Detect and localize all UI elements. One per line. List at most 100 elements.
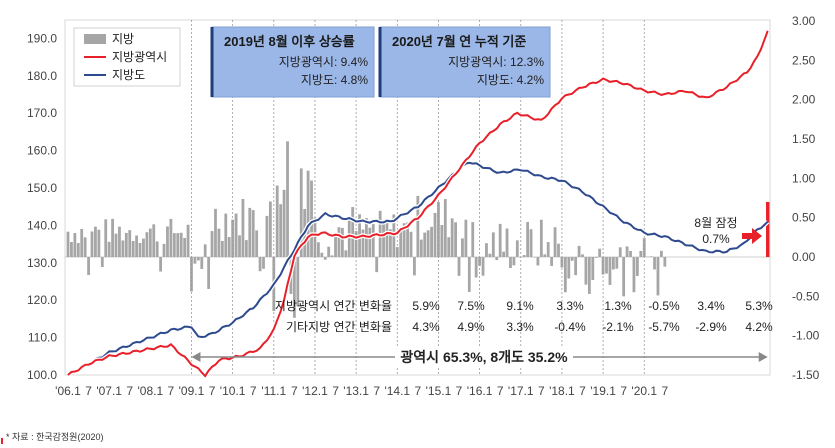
bar [522,255,526,257]
table-row2-cell: 4.2% [745,320,773,334]
bar [306,170,310,257]
right-axis-tick: 1.50 [792,132,816,146]
bar [207,257,211,289]
bar [402,223,406,257]
bar [118,226,121,257]
table-row2-cell: 4.3% [412,320,440,334]
latest-bar [766,201,770,257]
bar [152,224,156,257]
x-axis-tick: 7 [579,384,586,398]
table-row1-cell: 5.9% [412,299,440,313]
x-axis-tick: '08.1 [137,384,163,398]
bar [515,240,519,257]
x-axis-tick: '13.1 [343,384,369,398]
bar [200,257,204,269]
x-axis-tick: '12.1 [302,384,328,398]
bar [430,226,433,257]
bar [268,201,272,257]
bar [642,238,646,257]
x-axis-tick: '18.1 [549,384,575,398]
table-row2-cell: 3.3% [506,320,534,334]
bar [334,232,337,257]
table-row2-cell: -0.4% [554,320,586,334]
bar [399,230,403,257]
bar [413,257,416,276]
right-axis-tick: -1.00 [792,329,820,343]
bar [131,240,135,257]
bar [560,257,564,268]
bar [546,242,550,257]
bar [368,227,372,257]
bar [382,223,385,257]
source-note: * 자료 : 한국감정원(2020) [6,432,104,442]
x-axis-tick: '19.1 [590,384,616,398]
bar [423,232,427,257]
x-axis-tick: '10.1 [220,384,246,398]
bar [238,235,241,257]
bar [656,257,660,296]
bar [574,257,578,276]
bar [292,257,296,318]
bar [457,257,461,276]
bar [491,232,495,257]
bar [90,231,94,257]
bar [385,219,389,257]
bar [179,232,183,257]
annotation-title: 2020년 7월 연 누적 기준 [392,34,526,49]
bar [104,219,108,257]
bar [217,228,221,257]
table-row2-cell: -2.9% [695,320,727,334]
corner-mark [1,438,3,444]
bar [148,228,152,257]
range-label: 광역시 65.3%, 8개도 35.2% [400,349,568,365]
bar [447,237,451,257]
bar [145,232,149,257]
latest-value: 0.7% [702,232,730,246]
bar [639,250,643,257]
bar [371,224,375,257]
bar [409,231,413,257]
bar [557,243,560,257]
bar [248,207,252,257]
bar [121,240,125,257]
bar [570,257,574,261]
bar [107,241,111,257]
bar [433,212,437,257]
bar [653,257,656,270]
x-axis-tick: 7 [456,384,463,398]
bar [361,229,365,257]
bar [70,242,73,257]
bar [83,237,87,257]
left-axis-tick: 100.0 [27,368,57,382]
bar [310,180,313,257]
bar [512,257,516,266]
x-axis-tick: 7 [85,384,92,398]
bar [193,257,197,264]
bar [406,222,409,257]
bar [227,237,231,257]
left-axis-tick: 190.0 [27,31,57,45]
table-row1-cell: 7.5% [457,299,485,313]
bar [440,225,444,257]
bar [162,243,166,257]
bar [316,242,320,257]
bar [282,189,286,257]
range-arrow-right [758,352,768,362]
bar [258,257,262,272]
bar [135,235,138,257]
x-axis-tick: 7 [291,384,298,398]
bar [461,238,464,257]
right-axis-tick: 0.50 [792,211,816,225]
table-row1-cell: 9.1% [506,299,534,313]
bar [502,251,506,257]
bar-series-jibang [66,141,770,318]
bar [111,218,114,257]
bar [416,195,420,257]
x-axis-tick: 7 [661,384,668,398]
bar [471,222,475,257]
bar [375,257,379,273]
bar [330,255,334,257]
x-axis-tick: 7 [415,384,422,398]
bar [605,257,608,274]
